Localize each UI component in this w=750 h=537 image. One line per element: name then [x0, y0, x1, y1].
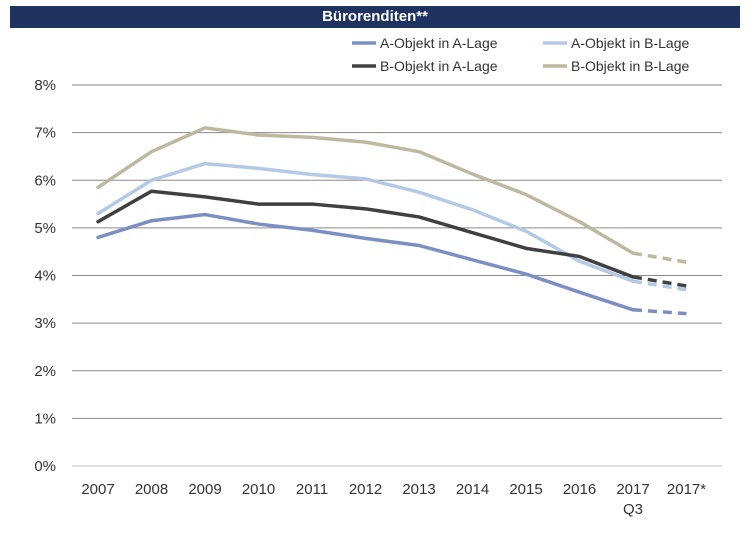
x-tick-label: 2009 — [188, 481, 221, 498]
grid-layer — [72, 84, 722, 467]
series-forecast-line — [632, 279, 687, 292]
series-line — [96, 126, 635, 255]
x-tick-label: 2015 — [509, 481, 542, 498]
x-tick-label: 2010 — [242, 481, 275, 498]
series-forecast-line — [632, 308, 687, 316]
legend-label: B-Objekt in A-Lage — [380, 58, 498, 74]
y-tick-label: 6% — [34, 172, 56, 189]
x-tick-label: 2017* — [667, 481, 706, 498]
chart-title: Bürorenditen** — [10, 6, 740, 28]
x-axis: 2007 2008 2009 2010 2011 2012 2013 2014 2015 2016… — [81, 481, 706, 518]
x-tick-label: 2008 — [135, 481, 168, 498]
y-tick-label: 4% — [34, 268, 56, 285]
legend-label: A-Objekt in A-Lage — [380, 35, 498, 51]
series-layer — [96, 126, 687, 316]
y-tick-label: 1% — [34, 410, 56, 427]
x-tick-label: 2016 — [563, 481, 596, 498]
x-tick-label: 2011 — [296, 481, 328, 498]
y-tick-label: 7% — [34, 125, 56, 142]
y-tick-label: 3% — [34, 315, 56, 332]
legend: A-Objekt in A-Lage A-Objekt in B-Lage B-Ob… — [352, 35, 689, 74]
x-tick-label: 2017 — [616, 481, 649, 498]
legend-label: B-Objekt in B-Lage — [571, 58, 689, 74]
series-forecast-line — [632, 251, 687, 264]
series-line — [96, 189, 635, 279]
legend-label: A-Objekt in B-Lage — [571, 35, 689, 51]
y-tick-label: 5% — [34, 220, 56, 237]
x-tick-sublabel: Q3 — [623, 501, 643, 518]
y-tick-label: 8% — [34, 77, 56, 94]
x-tick-label: 2012 — [349, 481, 382, 498]
x-tick-label: 2007 — [81, 481, 114, 498]
x-tick-label: 2013 — [402, 481, 435, 498]
series-line — [96, 161, 635, 283]
y-tick-label: 2% — [34, 363, 56, 380]
series-forecast-line — [632, 275, 687, 288]
x-tick-label: 2014 — [456, 481, 489, 498]
series-line — [96, 212, 635, 312]
y-axis: 0% 1% 2% 3% 4% 5% 6% 7% 8% — [34, 77, 56, 475]
y-tick-label: 0% — [34, 458, 56, 475]
